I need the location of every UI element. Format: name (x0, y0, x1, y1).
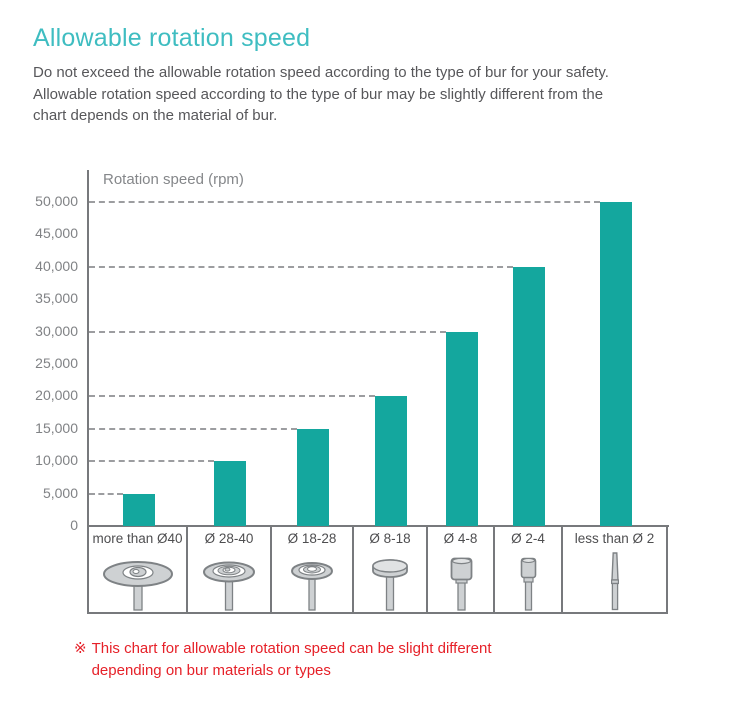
y-tick-label: 5,000 (42, 484, 78, 501)
small-cylinder-bur-icon (520, 557, 537, 611)
y-tick-label: 40,000 (35, 257, 78, 274)
y-axis-title: Rotation speed (rpm) (103, 171, 244, 188)
gridline (89, 395, 375, 398)
y-tick-label: 0 (70, 517, 78, 533)
bur-type-label: less than Ø 2 (574, 531, 655, 546)
small-disc-bur-icon (291, 562, 333, 611)
gridline (89, 492, 123, 495)
bur-type-label: more than Ø40 (92, 531, 183, 546)
x-axis-baseline (87, 525, 669, 527)
table-cell: Ø 4-8 (428, 527, 495, 612)
large-disc-bur-icon (102, 561, 173, 611)
y-tick-label: 50,000 (35, 193, 78, 209)
cylinder-bur-icon (450, 557, 472, 611)
medium-disc-bur-icon (203, 561, 255, 611)
bar-less than Ø 2 (599, 202, 632, 526)
bur-type-label: Ø 28-40 (204, 531, 254, 546)
bar-Ø 8-18 (375, 396, 407, 526)
bur-type-label: Ø 2-4 (511, 531, 545, 546)
y-tick-label: 25,000 (35, 355, 78, 371)
bur-type-label: Ø 4-8 (443, 531, 478, 546)
reference-mark-icon: ※ (74, 640, 87, 657)
bur-type-label: Ø 18-28 (287, 531, 337, 546)
bar-Ø 4-8 (445, 331, 478, 526)
footnote-text: This chart for allowable rotation speed … (92, 638, 492, 682)
needle-bur-icon (610, 552, 619, 611)
table-cell: Ø 2-4 (495, 527, 563, 612)
y-tick-label: 20,000 (35, 387, 78, 404)
gridline (89, 427, 297, 430)
table-cell: Ø 8-18 (354, 527, 428, 612)
flat-disc-bur-icon (372, 559, 408, 611)
y-axis-line (87, 170, 89, 527)
gridline (89, 330, 446, 333)
bar-Ø 28-40 (214, 461, 246, 526)
table-cell: less than Ø 2 (563, 527, 668, 612)
y-tick-label: 10,000 (35, 452, 78, 469)
table-cell: Ø 18-28 (272, 527, 354, 612)
intro-line-2: Allowable rotation speed according to th… (33, 85, 604, 103)
bar-more than Ø40 (122, 493, 155, 526)
bur-type-table: more than Ø40 Ø 28-40 Ø 18-28 Ø 8-18 Ø 4… (87, 527, 668, 614)
footnote-line-2: depending on bur materials or types (91, 662, 331, 679)
bur-type-label: Ø 8-18 (369, 531, 411, 546)
table-cell: more than Ø40 (89, 527, 188, 612)
gridline (89, 460, 214, 463)
gridline (89, 201, 600, 203)
table-cell: Ø 28-40 (188, 527, 272, 612)
footnote-line-1: This chart for allowable rotation speed … (91, 640, 492, 657)
bar-Ø 2-4 (513, 266, 545, 526)
intro-line-3: chart depends on the material of bur. (33, 107, 278, 124)
y-tick-label: 30,000 (35, 322, 78, 339)
y-tick-label: 35,000 (35, 290, 78, 307)
page-title: Allowable rotation speed (33, 24, 311, 52)
intro-line-1: Do not exceed the allowable rotation spe… (33, 64, 609, 81)
y-tick-label: 15,000 (35, 419, 78, 436)
y-tick-label: 45,000 (35, 225, 78, 242)
bar-Ø 18-28 (297, 428, 329, 526)
footnote: ※ This chart for allowable rotation spee… (74, 638, 492, 682)
gridline (89, 265, 513, 268)
intro-text: Do not exceed the allowable rotation spe… (33, 62, 728, 127)
